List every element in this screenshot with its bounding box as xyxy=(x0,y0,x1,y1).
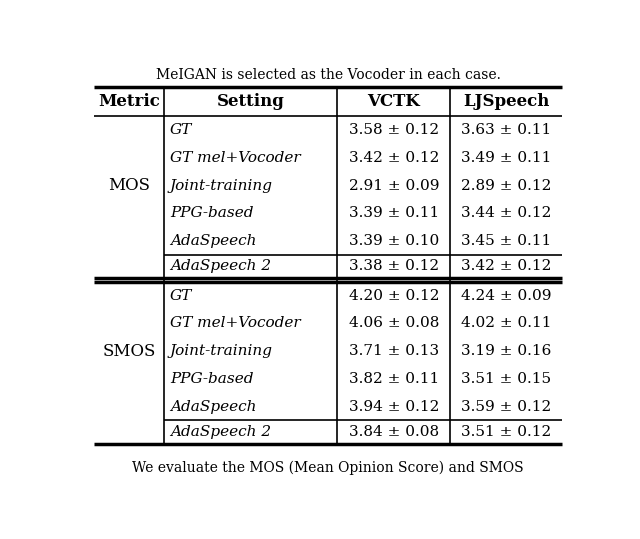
Text: SMOS: SMOS xyxy=(102,343,156,360)
Text: AdaSpeech: AdaSpeech xyxy=(170,234,257,248)
Text: MOS: MOS xyxy=(108,177,150,194)
Text: 3.49 ± 0.11: 3.49 ± 0.11 xyxy=(461,151,552,165)
Text: PPG-based: PPG-based xyxy=(170,372,253,386)
Text: Joint-training: Joint-training xyxy=(170,344,273,358)
Text: 3.42 ± 0.12: 3.42 ± 0.12 xyxy=(349,151,439,165)
Text: AdaSpeech 2: AdaSpeech 2 xyxy=(170,259,271,273)
Text: 3.39 ± 0.10: 3.39 ± 0.10 xyxy=(349,234,439,248)
Text: 3.82 ± 0.11: 3.82 ± 0.11 xyxy=(349,372,439,386)
Text: VCTK: VCTK xyxy=(367,93,420,110)
Text: GT: GT xyxy=(170,123,192,137)
Text: 3.45 ± 0.11: 3.45 ± 0.11 xyxy=(461,234,552,248)
Text: 3.19 ± 0.16: 3.19 ± 0.16 xyxy=(461,344,552,358)
Text: LJSpeech: LJSpeech xyxy=(463,93,549,110)
Text: Joint-training: Joint-training xyxy=(170,178,273,192)
Text: 4.02 ± 0.11: 4.02 ± 0.11 xyxy=(461,316,552,330)
Text: 2.89 ± 0.12: 2.89 ± 0.12 xyxy=(461,178,552,192)
Text: AdaSpeech 2: AdaSpeech 2 xyxy=(170,425,271,439)
Text: 4.06 ± 0.08: 4.06 ± 0.08 xyxy=(349,316,439,330)
Text: 3.39 ± 0.11: 3.39 ± 0.11 xyxy=(349,206,439,220)
Text: PPG-based: PPG-based xyxy=(170,206,253,220)
Text: We evaluate the MOS (Mean Opinion Score) and SMOS: We evaluate the MOS (Mean Opinion Score)… xyxy=(132,460,524,474)
Text: 3.59 ± 0.12: 3.59 ± 0.12 xyxy=(461,399,552,413)
Text: 3.44 ± 0.12: 3.44 ± 0.12 xyxy=(461,206,552,220)
Text: 3.71 ± 0.13: 3.71 ± 0.13 xyxy=(349,344,439,358)
Text: 4.20 ± 0.12: 4.20 ± 0.12 xyxy=(349,289,439,303)
Text: 4.24 ± 0.09: 4.24 ± 0.09 xyxy=(461,289,552,303)
Text: GT mel+Vocoder: GT mel+Vocoder xyxy=(170,151,301,165)
Text: GT: GT xyxy=(170,289,192,303)
Text: 2.91 ± 0.09: 2.91 ± 0.09 xyxy=(349,178,439,192)
Text: 3.94 ± 0.12: 3.94 ± 0.12 xyxy=(349,399,439,413)
Text: GT mel+Vocoder: GT mel+Vocoder xyxy=(170,316,301,330)
Text: 3.51 ± 0.15: 3.51 ± 0.15 xyxy=(461,372,551,386)
Text: MeIGAN is selected as the Vocoder in each case.: MeIGAN is selected as the Vocoder in eac… xyxy=(156,68,500,82)
Text: Metric: Metric xyxy=(98,93,160,110)
Text: 3.84 ± 0.08: 3.84 ± 0.08 xyxy=(349,425,439,439)
Text: 3.58 ± 0.12: 3.58 ± 0.12 xyxy=(349,123,439,137)
Text: 3.42 ± 0.12: 3.42 ± 0.12 xyxy=(461,259,552,273)
Text: Setting: Setting xyxy=(216,93,284,110)
Text: 3.51 ± 0.12: 3.51 ± 0.12 xyxy=(461,425,552,439)
Text: 3.63 ± 0.11: 3.63 ± 0.11 xyxy=(461,123,552,137)
Text: 3.38 ± 0.12: 3.38 ± 0.12 xyxy=(349,259,439,273)
Text: AdaSpeech: AdaSpeech xyxy=(170,399,257,413)
